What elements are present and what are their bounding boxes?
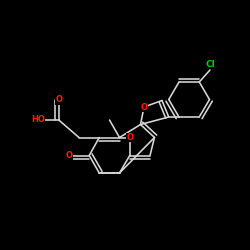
Text: O: O	[55, 96, 62, 104]
Text: O: O	[66, 151, 72, 160]
Text: HO: HO	[32, 116, 46, 124]
Text: O: O	[126, 133, 133, 142]
Text: O: O	[140, 102, 147, 112]
Text: Cl: Cl	[205, 60, 215, 69]
